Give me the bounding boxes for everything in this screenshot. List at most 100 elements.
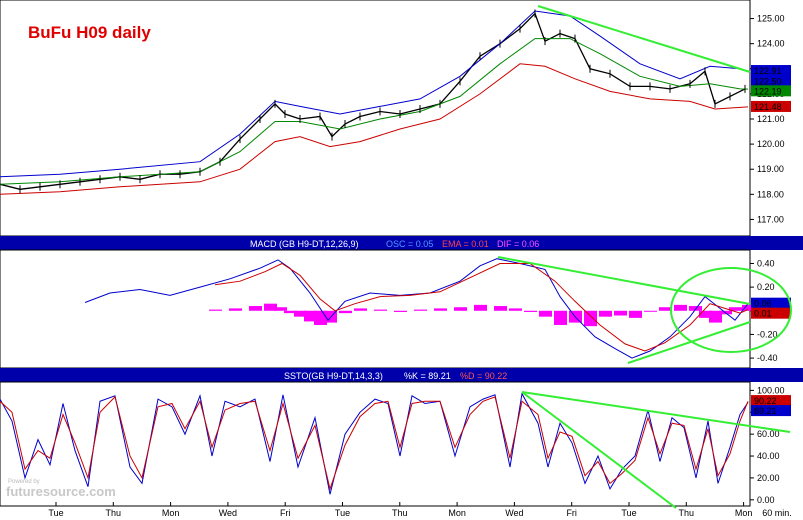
x-tick-label: Wed [505, 508, 523, 518]
signal-series-line [214, 262, 749, 352]
value-tag-bg [751, 100, 791, 112]
value-tag-bg [751, 405, 791, 417]
macd-histogram-bar [474, 304, 487, 311]
macd-histogram-bar [509, 308, 522, 311]
x-tick-label: Fri [280, 508, 291, 518]
watermark: futuresource.com [6, 484, 116, 499]
macd-histogram-bar [209, 309, 222, 311]
x-tick-label: Thu [679, 508, 695, 518]
y-tick-label: 121.00 [757, 114, 785, 124]
ssto-header-d: %D = 90.22 [460, 371, 507, 381]
macd-histogram-bar [304, 310, 317, 322]
x-tick-label: Tue [621, 508, 636, 518]
macd-header-osc: OSC = 0.05 [386, 239, 433, 249]
macd-series-line [84, 258, 749, 359]
d-series-line [0, 395, 749, 491]
macd-histogram-bar [644, 310, 657, 312]
macd-histogram-bar [274, 307, 287, 311]
macd-histogram-bar [294, 310, 307, 317]
trend-line [627, 321, 751, 364]
value-tag-bg [751, 307, 791, 319]
y-tick-label: 119.00 [757, 164, 784, 174]
y-tick-label: 117.00 [757, 214, 784, 224]
macd-histogram-bar [659, 307, 672, 311]
trend-line [521, 391, 677, 509]
upper-series-line [0, 10, 749, 178]
macd-histogram-bar [674, 304, 687, 311]
macd-histogram-bar [729, 307, 742, 311]
macd-header-dif: DIF = 0.06 [497, 239, 539, 249]
y-tick-label: -0.20 [757, 329, 778, 339]
value-tag-label: 89.21 [754, 406, 777, 416]
macd-histogram-bar [539, 310, 552, 317]
macd-histogram-bar [742, 304, 755, 311]
value-tag-label: 122.91 [754, 66, 782, 76]
y-tick-label: -0.40 [757, 353, 778, 363]
x-tick-label: Mon [735, 508, 753, 518]
y-tick-label: 20.00 [757, 473, 780, 483]
macd-histogram-bar [354, 308, 367, 311]
value-tag-label: 122.19 [754, 86, 782, 96]
value-tag-label: 90.22 [754, 396, 777, 406]
macd-histogram-bar [689, 306, 702, 311]
macd-histogram-bar [554, 310, 567, 325]
macd-histogram-bar [374, 309, 387, 311]
macd-histogram-bar [614, 310, 627, 316]
macd-histogram-bar [699, 310, 712, 318]
ssto-panel-frame [0, 381, 751, 507]
chart-title: BuFu H09 daily [28, 23, 151, 42]
macd-header-name: MACD (GB H9-DT,12,26,9) [250, 239, 359, 249]
macd-histogram-bar [434, 308, 447, 311]
watermark-small: Powered by [8, 479, 40, 485]
macd-histogram-bar [249, 306, 262, 311]
x-tick-label: Mon [162, 508, 180, 518]
value-tag-bg [751, 85, 791, 97]
trend-line [521, 391, 791, 433]
macd-histogram-bar [414, 309, 427, 311]
value-tag-bg [751, 65, 791, 77]
y-tick-label: 0.40 [757, 258, 775, 268]
highlight-ellipse [670, 267, 792, 353]
value-tag-label: 122.50 [754, 76, 782, 86]
macd-histogram-bar [339, 310, 352, 314]
y-tick-label: 0.20 [757, 282, 775, 292]
value-tag-label: 0.01 [754, 309, 772, 319]
y-tick-label: 120.00 [757, 139, 785, 149]
x-axis-unit: 60 min. [762, 508, 792, 518]
value-tag-label: 121.48 [754, 102, 782, 112]
macd-histogram-bar [599, 310, 612, 317]
x-tick-label: Mon [448, 508, 466, 518]
macd-header-ema: EMA = 0.01 [442, 239, 489, 249]
x-tick-label: Fri [566, 508, 577, 518]
x-tick-label: Tue [335, 508, 350, 518]
macd-histogram-bar [524, 310, 537, 312]
y-tick-label: 60.00 [757, 429, 780, 439]
macd-histogram-bar [584, 310, 597, 327]
macd-header-bar [0, 236, 803, 250]
trend-line [497, 256, 751, 305]
macd-histogram-bar [709, 310, 722, 323]
macd-histogram-bar [229, 308, 242, 311]
y-tick-label: 124.00 [757, 39, 785, 49]
y-tick-label: 40.00 [757, 451, 780, 461]
ssto-header-k: %K = 89.21 [404, 371, 451, 381]
y-tick-label: 125.00 [757, 14, 785, 24]
x-tick-label: Thu [392, 508, 408, 518]
macd-histogram-bar [284, 310, 297, 314]
y-tick-label: 100.00 [757, 385, 785, 395]
ssto-header-name: SSTO(GB H9-DT,14,3,3) [284, 371, 383, 381]
x-tick-label: Wed [219, 508, 237, 518]
y-tick-label: 0.00 [757, 495, 775, 505]
value-tag-label: 0.06 [754, 299, 772, 309]
lower-series-line [0, 63, 749, 195]
trend-line [537, 5, 751, 73]
x-tick-label: Thu [106, 508, 122, 518]
value-tag-bg [751, 297, 791, 309]
k-series-line [0, 392, 749, 495]
ssto-header-bar [0, 368, 803, 382]
macd-histogram-bar [264, 303, 277, 311]
macd-histogram-bar [494, 306, 507, 311]
